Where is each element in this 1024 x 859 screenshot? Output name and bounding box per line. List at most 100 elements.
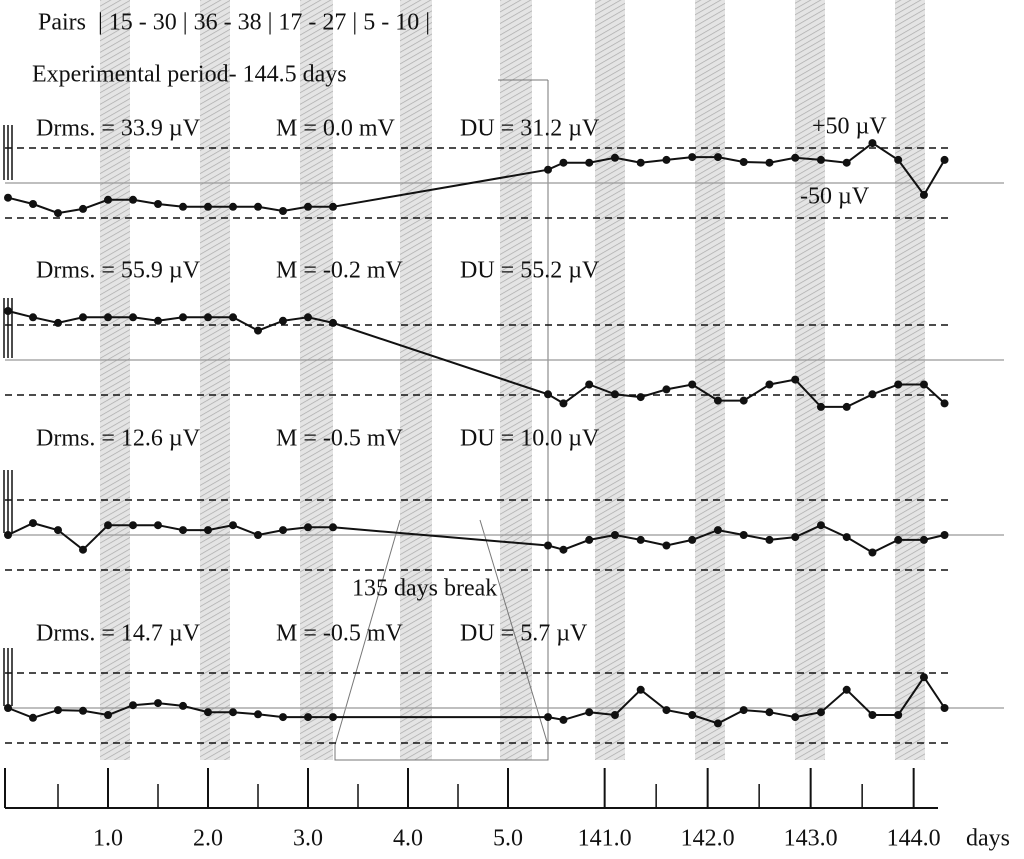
data-point	[610, 711, 619, 719]
data-point	[739, 158, 748, 166]
break-label: 135 days break	[352, 576, 497, 602]
drms-label: Drms. = 55.9 µV	[36, 258, 201, 284]
period-label: Experimental period- 144.5 days	[32, 62, 347, 88]
data-point	[544, 541, 552, 550]
data-point	[940, 155, 949, 164]
data-point	[662, 385, 671, 394]
data-point	[940, 704, 949, 712]
data-point	[229, 708, 237, 717]
data-point	[129, 195, 137, 204]
x-tick-label: 1.0	[93, 826, 123, 852]
data-point	[304, 202, 312, 211]
data-point	[610, 390, 619, 399]
data-point	[154, 316, 162, 325]
data-point	[636, 535, 645, 544]
data-point	[688, 711, 697, 719]
du-label: DU = 31.2 µV	[460, 116, 600, 142]
data-point	[585, 708, 594, 717]
data-point	[79, 204, 87, 213]
data-point	[4, 307, 12, 315]
data-point	[54, 209, 62, 218]
x-tick-label: 3.0	[293, 826, 323, 852]
data-point	[765, 380, 774, 389]
data-point	[919, 673, 928, 682]
scale-bars	[3, 125, 13, 706]
data-point	[229, 313, 237, 322]
drms-label: Drms. = 12.6 µV	[36, 426, 201, 452]
data-point	[29, 713, 37, 722]
data-point	[29, 519, 37, 528]
data-point	[688, 535, 697, 544]
data-point	[842, 158, 851, 167]
data-point	[894, 155, 903, 164]
x-tick-label: 142.0	[681, 826, 735, 852]
data-point	[816, 155, 825, 164]
data-point	[816, 402, 825, 411]
data-point	[842, 533, 851, 542]
data-point	[279, 316, 287, 325]
data-point	[79, 313, 87, 322]
data-point	[204, 708, 212, 717]
data-point	[894, 711, 903, 719]
data-point	[739, 396, 748, 405]
data-point	[791, 153, 800, 162]
data-point	[154, 521, 162, 530]
data-point	[29, 200, 37, 208]
x-tick-label: 5.0	[493, 826, 523, 852]
data-point	[765, 535, 774, 544]
data-point	[254, 710, 262, 719]
data-point	[636, 393, 645, 402]
data-point	[559, 399, 568, 408]
data-point	[868, 139, 877, 148]
data-point	[179, 701, 187, 710]
data-point	[713, 719, 722, 728]
m-label: M = -0.2 mV	[276, 258, 404, 284]
data-point	[229, 521, 237, 530]
du-label: DU = 5.7 µV	[460, 621, 588, 647]
data-point	[204, 313, 212, 322]
data-point	[559, 715, 568, 724]
data-point	[585, 535, 594, 544]
data-point	[688, 380, 697, 389]
data-point	[842, 685, 851, 694]
data-point	[179, 202, 187, 211]
x-tick-label: 2.0	[193, 826, 223, 852]
plus-label: +50 µV	[812, 114, 887, 140]
data-point	[179, 313, 187, 322]
data-point	[304, 313, 312, 322]
data-point	[559, 158, 568, 167]
data-point	[4, 531, 12, 539]
data-point	[894, 535, 903, 544]
data-point	[940, 531, 949, 539]
data-point	[329, 202, 337, 211]
data-point	[104, 313, 112, 322]
data-point	[129, 313, 137, 322]
data-point	[636, 158, 645, 167]
data-point	[4, 704, 12, 712]
data-point	[544, 713, 552, 722]
data-point	[104, 521, 112, 530]
data-point	[791, 375, 800, 384]
data-point	[713, 396, 722, 405]
data-point	[868, 390, 877, 399]
data-point	[154, 699, 162, 708]
data-point	[329, 713, 337, 722]
data-point	[713, 526, 722, 535]
data-point	[544, 165, 552, 174]
data-point	[279, 526, 287, 535]
data-point	[544, 390, 552, 399]
data-point	[104, 195, 112, 204]
data-point	[329, 523, 337, 532]
du-label: DU = 10.0 µV	[460, 426, 600, 452]
data-point	[254, 326, 262, 335]
data-point	[894, 380, 903, 389]
data-point	[791, 713, 800, 722]
data-point	[559, 545, 568, 554]
data-point	[229, 202, 237, 211]
data-point	[54, 526, 62, 535]
data-point	[739, 531, 748, 539]
drms-label: Drms. = 33.9 µV	[36, 116, 201, 142]
data-point	[713, 153, 722, 162]
data-point	[919, 190, 928, 199]
data-point	[104, 711, 112, 719]
